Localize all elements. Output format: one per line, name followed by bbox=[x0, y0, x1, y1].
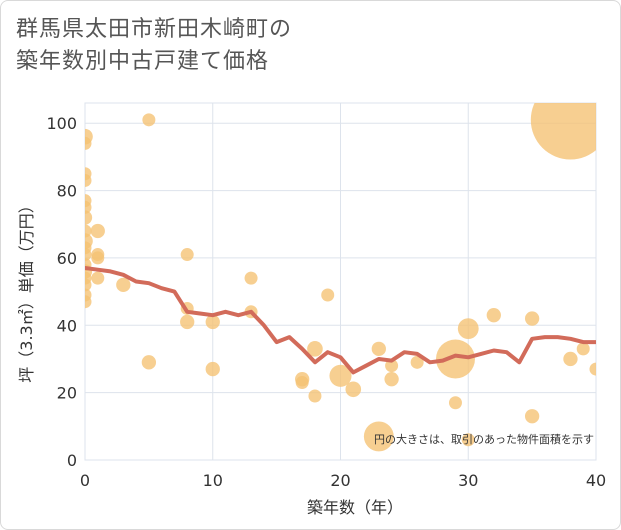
x-tick-label: 30 bbox=[458, 471, 478, 490]
data-bubble bbox=[85, 173, 92, 187]
data-bubble bbox=[141, 355, 157, 370]
data-bubble bbox=[563, 351, 578, 367]
axis-ticks: 0 20 40 60 80 100 0 10 20 30 40 bbox=[46, 114, 606, 490]
data-bubble bbox=[457, 318, 479, 340]
y-tick-label: 20 bbox=[57, 384, 77, 403]
y-tick-label: 80 bbox=[57, 182, 77, 201]
data-bubble bbox=[85, 200, 92, 214]
data-bubble bbox=[308, 389, 322, 403]
data-bubble bbox=[91, 271, 105, 285]
data-bubble bbox=[410, 355, 424, 369]
data-bubble bbox=[486, 308, 501, 323]
data-bubble bbox=[116, 277, 131, 293]
data-bubble bbox=[524, 409, 540, 424]
bubbles bbox=[85, 103, 596, 452]
bubble-size-note: 円の大きさは、取引のあった物件面積を示す bbox=[374, 432, 594, 446]
x-tick-label: 10 bbox=[203, 471, 223, 490]
data-bubble bbox=[180, 248, 194, 262]
data-bubble bbox=[461, 433, 475, 447]
y-axis-label: 坪（3.3㎡）単価（万円） bbox=[17, 197, 36, 382]
x-axis-label: 築年数（年） bbox=[307, 498, 403, 517]
data-bubble bbox=[321, 288, 335, 302]
data-bubble bbox=[576, 342, 590, 356]
data-bubble bbox=[85, 248, 92, 262]
x-tick-label: 40 bbox=[586, 471, 606, 490]
chart-title-line-2: 築年数別中古戸建て価格 bbox=[16, 49, 270, 74]
data-bubble bbox=[205, 314, 220, 330]
y-tick-label: 40 bbox=[57, 316, 77, 335]
data-bubble bbox=[244, 271, 258, 285]
data-bubble bbox=[85, 295, 92, 309]
data-bubble bbox=[345, 381, 362, 398]
chart-title: 群馬県太田市新田木崎町の 築年数別中古戸建て価格 bbox=[16, 14, 292, 78]
data-bubble bbox=[329, 364, 352, 387]
data-bubble bbox=[371, 341, 386, 357]
y-tick-label: 0 bbox=[67, 451, 77, 470]
data-bubble bbox=[205, 361, 220, 377]
data-bubble bbox=[85, 136, 92, 150]
data-bubble bbox=[384, 372, 399, 387]
y-tick-label: 60 bbox=[57, 249, 77, 268]
data-bubble bbox=[85, 210, 93, 225]
data-bubble bbox=[85, 224, 92, 238]
data-bubble bbox=[524, 311, 540, 326]
chart-title-line-1: 群馬県太田市新田木崎町の bbox=[16, 17, 293, 42]
data-bubble bbox=[363, 421, 394, 452]
x-tick-label: 20 bbox=[330, 471, 350, 490]
data-bubble bbox=[85, 278, 92, 292]
data-bubble bbox=[385, 359, 399, 373]
data-bubble bbox=[307, 341, 323, 357]
data-bubble bbox=[295, 376, 309, 390]
data-bubble bbox=[142, 113, 156, 127]
trend-line bbox=[85, 266, 596, 375]
x-tick-label: 0 bbox=[80, 471, 90, 490]
data-bubble bbox=[180, 314, 195, 330]
data-bubble bbox=[589, 362, 596, 376]
data-bubble bbox=[435, 339, 475, 379]
data-bubble bbox=[91, 251, 105, 265]
data-bubble bbox=[90, 223, 105, 239]
data-bubble bbox=[448, 396, 462, 410]
data-bubble bbox=[530, 103, 596, 160]
y-tick-label: 100 bbox=[46, 114, 77, 133]
